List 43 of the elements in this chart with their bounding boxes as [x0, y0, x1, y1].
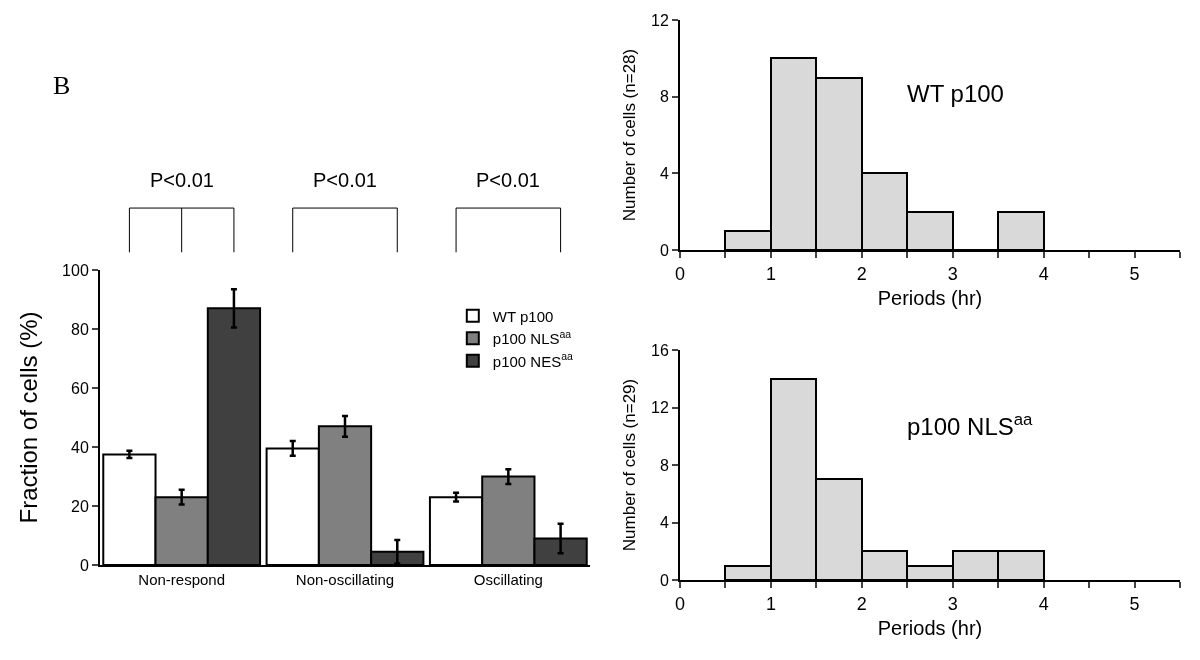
x-tick-label: 3 — [947, 263, 958, 284]
y-tick-label: 4 — [659, 164, 669, 182]
x-tick-label: 1 — [765, 263, 776, 284]
text: B — [53, 71, 71, 100]
x-tick-label: 4 — [1038, 593, 1049, 614]
legend-label: WT p100 — [492, 307, 554, 325]
y-tick-label: 60 — [71, 379, 89, 397]
y-tick-label: 0 — [659, 241, 669, 259]
y-axis-title: Number of cells (n=29) — [620, 378, 639, 552]
y-tick-label: 4 — [659, 514, 669, 532]
annotation: WT p100 — [907, 80, 1004, 107]
y-tick-label: 80 — [71, 320, 89, 338]
text: P<0.01 — [476, 169, 540, 191]
y-tick-label: 100 — [62, 261, 89, 279]
y-axis-title: Number of cells (n=28) — [620, 48, 639, 222]
x-tick-label: 2 — [856, 263, 867, 284]
x-tick-label: 5 — [1129, 263, 1140, 284]
y-tick-label: 12 — [651, 399, 669, 417]
y-tick-label: 8 — [659, 456, 669, 474]
x-tick-label: 0 — [674, 263, 686, 284]
x-tick-label: Oscillating — [473, 571, 543, 588]
y-axis-title: Fraction of cells (%) — [14, 311, 42, 524]
y-tick-label: 16 — [651, 341, 669, 359]
annotation: p100 NLS$^{aa}$ — [907, 410, 1034, 441]
x-tick-label: Non-respond — [138, 571, 226, 588]
y-tick-label: 40 — [71, 438, 89, 456]
legend-label: p100 NLS$^{aa}$ — [492, 327, 572, 348]
y-tick-label: 8 — [659, 88, 669, 106]
x-tick-label: 1 — [765, 593, 776, 614]
legend-label: p100 NES$^{aa}$ — [492, 350, 574, 370]
x-tick-label: 0 — [674, 593, 686, 614]
x-axis-title: Periods (hr) — [877, 286, 983, 309]
x-tick-label: 5 — [1129, 593, 1140, 614]
x-axis-title: Periods (hr) — [877, 616, 983, 639]
x-tick-label: Non-oscillating — [295, 571, 395, 588]
text: P<0.01 — [313, 169, 377, 191]
y-tick-label: 0 — [79, 556, 89, 574]
text: P<0.01 — [150, 169, 214, 191]
x-tick-label: 4 — [1038, 263, 1049, 284]
y-tick-label: 20 — [71, 497, 89, 515]
x-tick-label: 3 — [947, 593, 958, 614]
y-tick-label: 12 — [651, 11, 669, 29]
x-tick-label: 2 — [856, 593, 867, 614]
